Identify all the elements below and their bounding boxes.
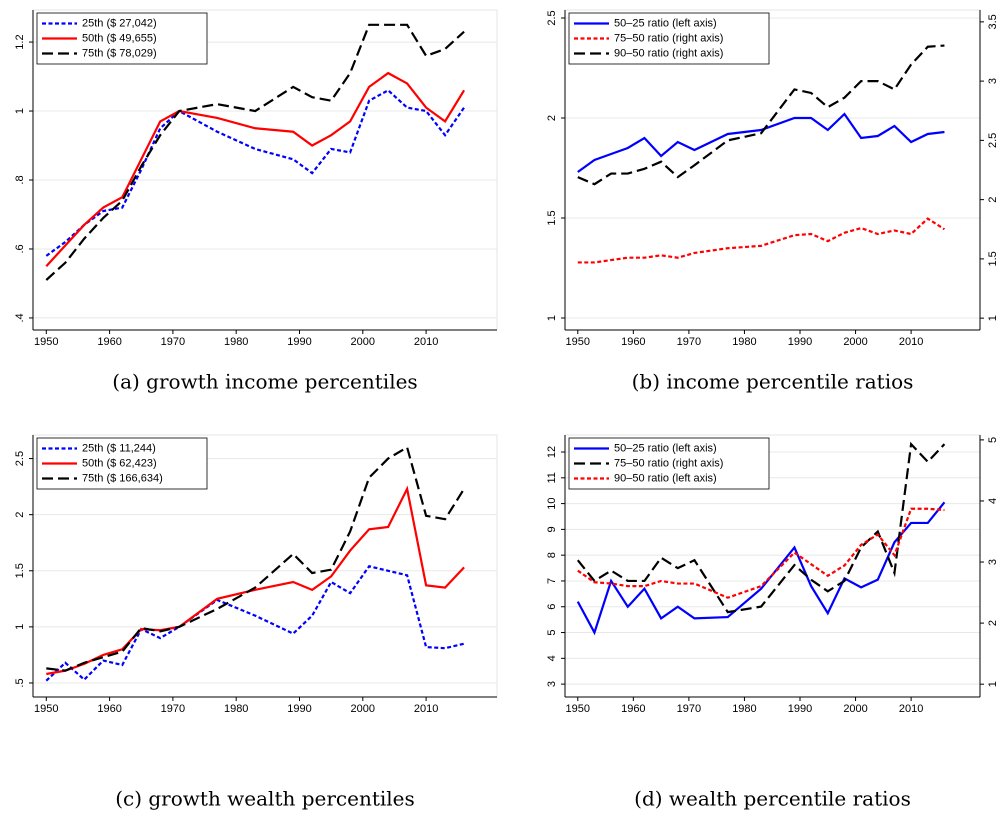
legend-label: 75th ($ 166,634) (82, 472, 163, 484)
y-tick-label: 1 (14, 108, 26, 114)
y-tick-label: 3 (546, 681, 558, 687)
caption: (d) wealth percentile ratios (634, 787, 911, 811)
y2-tick-label: 1 (987, 315, 999, 321)
y2-tick-label: 2.5 (987, 133, 999, 148)
x-tick-label: 1990 (287, 703, 311, 715)
legend-label: 50–25 ratio (left axis) (614, 442, 717, 454)
y-tick-label: 2.5 (546, 10, 558, 25)
x-tick-label: 1980 (224, 336, 248, 348)
x-tick-label: 1960 (621, 336, 645, 348)
legend-label: 50–25 ratio (left axis) (614, 17, 717, 29)
x-tick-label: 1960 (97, 703, 121, 715)
x-tick-label: 1950 (566, 336, 590, 348)
x-tick-label: 2010 (414, 336, 438, 348)
y-tick-label: 11 (546, 472, 558, 483)
y-tick-label: .4 (14, 313, 26, 322)
x-tick-label: 1970 (677, 703, 701, 715)
y2-tick-label: 1.5 (987, 251, 999, 266)
y-tick-label: 1 (546, 315, 558, 321)
y2-tick-label: 2 (987, 197, 999, 203)
y-tick-label: 1.5 (546, 210, 558, 225)
y-tick-label: 7 (546, 578, 558, 584)
y-tick-label: 2 (546, 115, 558, 121)
y-tick-label: 1 (14, 624, 26, 630)
legend-label: 25th ($ 11,244) (82, 442, 156, 454)
legend-box (568, 437, 770, 490)
x-tick-label: 1950 (566, 703, 590, 715)
series-line (577, 217, 946, 264)
series-line (577, 112, 945, 173)
x-tick-label: 2000 (351, 703, 375, 715)
legend-label: 50th ($ 62,423) (82, 457, 157, 469)
x-tick-label: 2000 (843, 703, 867, 715)
caption: (a) growth income percentiles (112, 370, 417, 394)
y-tick-label: 8 (546, 552, 558, 558)
series-line (46, 445, 466, 672)
y-tick-label: 2 (14, 512, 26, 518)
x-tick-label: 2010 (899, 703, 923, 715)
y-tick-label: 1.5 (14, 563, 26, 578)
x-tick-label: 1990 (788, 336, 812, 348)
legend-label: 75th ($ 78,029) (82, 47, 157, 59)
x-tick-label: 1950 (34, 703, 58, 715)
y-tick-label: 2.5 (14, 451, 26, 466)
x-tick-label: 1960 (97, 336, 121, 348)
y-tick-label: 5 (546, 629, 558, 635)
x-tick-label: 2010 (414, 703, 438, 715)
y-tick-label: 9 (546, 526, 558, 532)
y-tick-label: .8 (14, 175, 26, 184)
y2-tick-label: 2 (987, 620, 999, 626)
series-line (577, 44, 945, 186)
series-line (45, 565, 465, 682)
y2-tick-label: 1 (987, 681, 999, 687)
legend-label: 75–50 ratio (right axis) (614, 32, 723, 44)
series-line (45, 23, 465, 281)
legend-label: 90–50 ratio (right axis) (614, 47, 723, 59)
legend-label: 50th ($ 49,655) (82, 32, 157, 44)
x-tick-label: 1970 (161, 703, 185, 715)
caption: (b) income percentile ratios (632, 370, 914, 394)
x-tick-label: 1980 (224, 703, 248, 715)
caption: (c) growth wealth percentiles (115, 787, 415, 811)
x-tick-label: 1980 (732, 703, 756, 715)
x-tick-label: 1980 (732, 336, 756, 348)
series-line (576, 441, 946, 614)
x-tick-label: 1970 (161, 336, 185, 348)
series-line (577, 507, 945, 599)
series-line (46, 485, 465, 676)
y-tick-label: .6 (14, 244, 26, 253)
x-tick-label: 1960 (621, 703, 645, 715)
legend-label: 75–50 ratio (right axis) (614, 457, 723, 469)
y-tick-label: .5 (14, 678, 26, 687)
x-tick-label: 1990 (287, 336, 311, 348)
y-tick-label: 1.2 (14, 34, 26, 49)
x-tick-label: 2000 (843, 336, 867, 348)
y-tick-label: 4 (546, 655, 558, 661)
x-tick-label: 1950 (34, 336, 58, 348)
legend-label: 90–50 ratio (left axis) (614, 472, 717, 484)
y2-tick-label: 4 (987, 498, 999, 504)
x-tick-label: 2010 (899, 336, 923, 348)
y-tick-label: 6 (546, 604, 558, 610)
x-tick-label: 1990 (788, 703, 812, 715)
y2-tick-label: 5 (987, 437, 999, 443)
y2-tick-label: 3 (987, 78, 999, 84)
y2-tick-label: 3.5 (987, 14, 999, 29)
y-tick-label: 10 (546, 497, 558, 509)
y-tick-label: 12 (546, 446, 558, 458)
y2-tick-label: 3 (987, 559, 999, 565)
series-line (45, 71, 466, 267)
x-tick-label: 2000 (351, 336, 375, 348)
x-tick-label: 1970 (677, 336, 701, 348)
series-line (45, 88, 465, 257)
legend-label: 25th ($ 27,042) (82, 17, 157, 29)
